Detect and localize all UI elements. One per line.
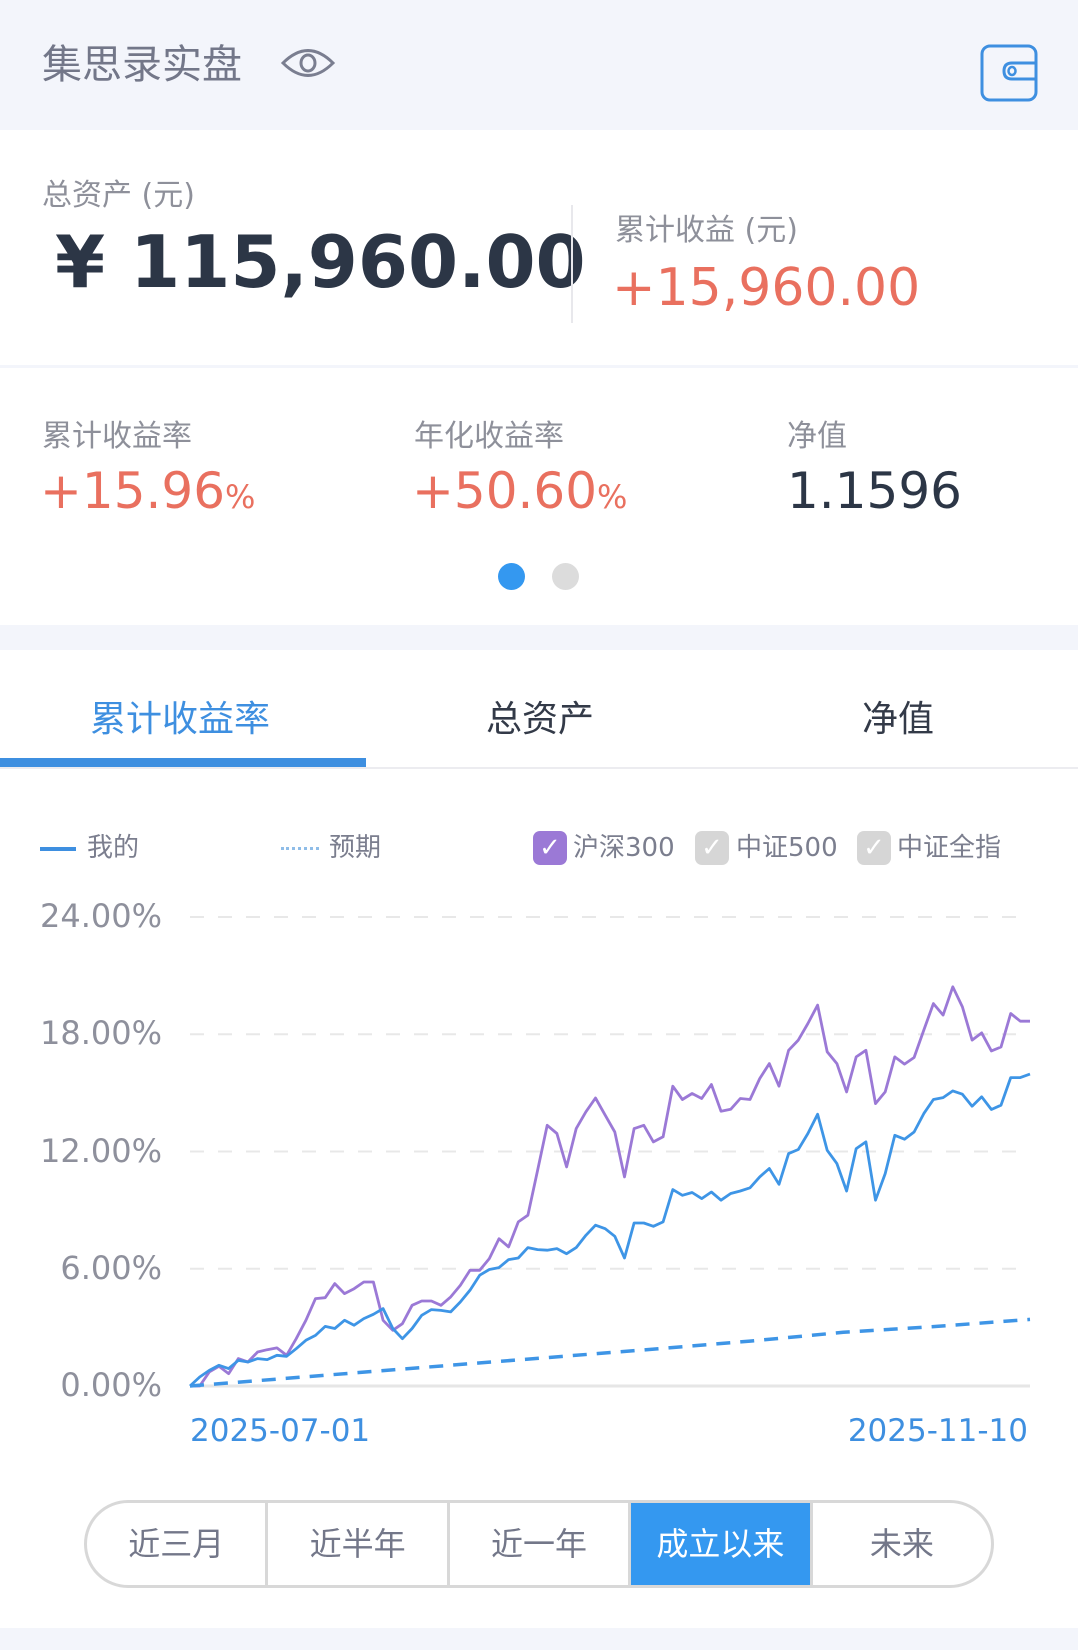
range-3m-button[interactable]: 近三月 (87, 1503, 269, 1585)
divider (571, 205, 573, 323)
stat-label-cum-return: 累计收益率 (42, 419, 192, 454)
page-title: 集思录实盘 (42, 42, 242, 88)
legend-expected-swatch (281, 847, 319, 850)
stat-value-nav: 1.1596 (787, 462, 962, 520)
range-1y-button[interactable]: 近一年 (450, 1503, 632, 1585)
legend-expected-label: 预期 (329, 833, 382, 863)
range-6m-button[interactable]: 近半年 (268, 1503, 450, 1585)
tab-nav[interactable]: 净值 (861, 699, 934, 740)
cumulative-profit-value: +15,960.00 (612, 258, 921, 318)
total-assets-value: ¥ 115,960.00 (55, 220, 586, 304)
range-selector: 近三月 近半年 近一年 成立以来 未来 (84, 1500, 994, 1588)
total-assets-label: 总资产 (元) (42, 178, 195, 213)
checkbox-hs300[interactable]: ✓ (533, 831, 567, 865)
stat-label-nav: 净值 (787, 419, 847, 454)
y-tick-label: 24.00% (39, 897, 162, 935)
tab-cumulative-return[interactable]: 累计收益率 (89, 699, 270, 740)
range-future-button[interactable]: 未来 (869, 1525, 934, 1563)
series-line-mine (189, 1072, 1031, 1388)
tab-total-assets[interactable]: 总资产 (485, 699, 594, 740)
wallet-icon[interactable] (980, 44, 1038, 102)
stat-value-cum-return: +15.96% (40, 462, 256, 520)
range-since-inception-button[interactable]: 成立以来 (631, 1503, 813, 1585)
checkbox-zzqz[interactable]: ✓ (857, 831, 891, 865)
legend-mine-swatch (40, 847, 76, 851)
series-line-hs300 (190, 985, 1030, 1388)
cumulative-profit-label: 累计收益 (元) (615, 213, 798, 248)
checkbox-zz500[interactable]: ✓ (695, 831, 729, 865)
y-tick-label: 6.00% (60, 1249, 162, 1287)
pager-dot[interactable] (552, 563, 579, 590)
stats-carousel[interactable]: 累计收益率 +15.96% 年化收益率 +50.60% 净值 1.1596 (0, 368, 1078, 625)
tab-active-indicator (0, 758, 366, 767)
eye-icon[interactable] (280, 44, 336, 82)
header-bar: 集思录实盘 (0, 0, 1078, 130)
legend-zzqz-label[interactable]: 中证全指 (897, 833, 1002, 863)
legend-hs300-label[interactable]: 沪深300 (573, 833, 675, 863)
y-tick-label: 18.00% (39, 1014, 162, 1052)
pager-dot-active[interactable] (498, 563, 525, 590)
legend-zz500-label[interactable]: 中证500 (736, 833, 838, 863)
return-chart[interactable] (0, 650, 1078, 1490)
y-tick-label: 0.00% (60, 1366, 162, 1404)
chart-card: 累计收益率 总资产 净值 我的 预期 ✓ 沪深300 ✓ 中证500 ✓ 中证全… (0, 650, 1078, 1628)
legend-mine-label: 我的 (87, 833, 140, 863)
x-tick-label-end: 2025-11-10 (847, 1413, 1028, 1449)
stat-label-annual-return: 年化收益率 (414, 419, 564, 454)
x-tick-label-start: 2025-07-01 (190, 1413, 371, 1449)
tab-divider (0, 767, 1078, 769)
stat-value-annual-return: +50.60% (412, 462, 628, 520)
asset-summary: 总资产 (元) ¥ 115,960.00 累计收益 (元) +15,960.00 (0, 130, 1078, 365)
y-tick-label: 12.00% (39, 1132, 162, 1170)
series-line-expected (189, 1317, 1031, 1388)
